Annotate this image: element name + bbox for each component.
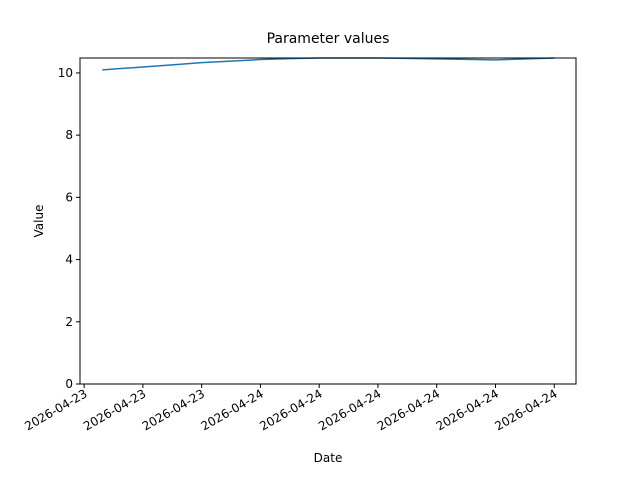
x-axis-label: Date	[314, 451, 343, 465]
y-tick-label: 0	[65, 377, 73, 391]
y-tick-label: 10	[58, 66, 73, 80]
y-tick-label: 4	[65, 253, 73, 267]
chart-title: Parameter values	[267, 31, 390, 47]
y-tick-label: 8	[65, 128, 73, 142]
data-line	[102, 57, 555, 71]
y-tick-label: 2	[65, 315, 73, 329]
axes-frame	[79, 57, 577, 385]
y-tick-label: 6	[65, 190, 73, 204]
y-axis-label: Value	[32, 205, 46, 238]
